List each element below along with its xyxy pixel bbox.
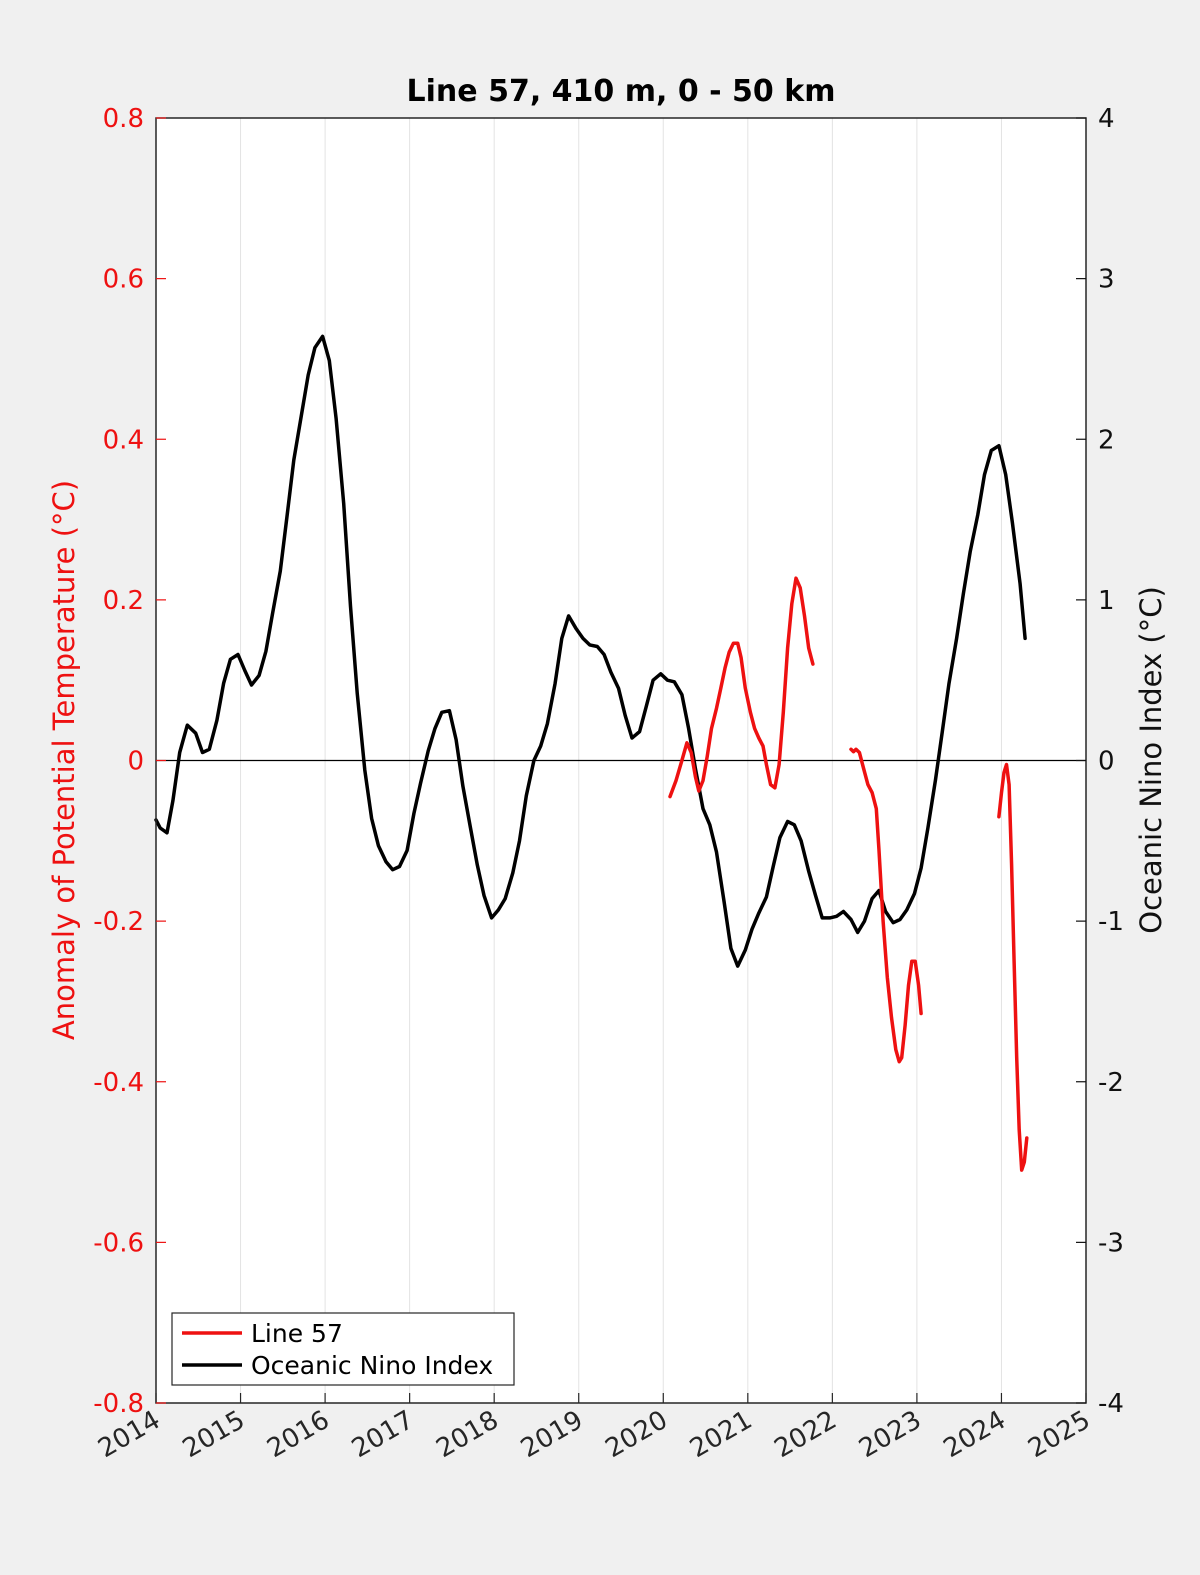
y-tick-right-label: 1: [1098, 586, 1115, 616]
y-tick-right-label: -3: [1098, 1228, 1124, 1258]
y-tick-left-label: -0.8: [93, 1389, 144, 1419]
legend-label-line57: Line 57: [251, 1319, 343, 1348]
series-line57: [849, 747, 923, 1064]
y-tick-right-label: -2: [1098, 1068, 1124, 1098]
y-tick-left-label: -0.6: [93, 1228, 144, 1258]
series-line57: [668, 576, 815, 799]
y-axis-right-label: Oceanic Nino Index (°C): [1134, 586, 1168, 934]
y-tick-right-label: -4: [1098, 1389, 1124, 1419]
y-tick-right-label: -1: [1098, 907, 1124, 937]
y-tick-left-label: -0.4: [93, 1068, 144, 1098]
y-tick-right-label: 4: [1098, 104, 1115, 134]
y-tick-left-label: 0.8: [103, 104, 144, 134]
y-axis-left-label: Anomaly of Potential Temperature (°C): [47, 480, 81, 1040]
legend-label-oni: Oceanic Nino Index: [251, 1351, 493, 1380]
y-tick-right-label: 2: [1098, 425, 1115, 455]
y-tick-right-label: 3: [1098, 265, 1115, 295]
y-ticks-left: 0.8 0.6 0.4 0.2 0 -0.2 -0.4 -0.6 -0.8: [93, 104, 166, 1419]
series-layer: [154, 334, 1029, 1172]
y-tick-left-label: 0.4: [103, 425, 144, 455]
legend: Line 57 Oceanic Nino Index: [171, 1312, 515, 1386]
y-tick-left-label: 0.2: [103, 586, 144, 616]
legend-box: [171, 1312, 515, 1386]
series-line57: [997, 762, 1029, 1172]
chart-title: Line 57, 410 m, 0 - 50 km: [407, 74, 836, 109]
y-tick-left-label: 0.6: [103, 265, 144, 295]
y-tick-left-label: 0: [127, 747, 144, 777]
y-tick-left-label: -0.2: [93, 907, 144, 937]
y-tick-right-label: 0: [1098, 747, 1115, 777]
y-ticks-right: 4 3 2 1 0 -1 -2 -3 -4: [1076, 104, 1124, 1419]
